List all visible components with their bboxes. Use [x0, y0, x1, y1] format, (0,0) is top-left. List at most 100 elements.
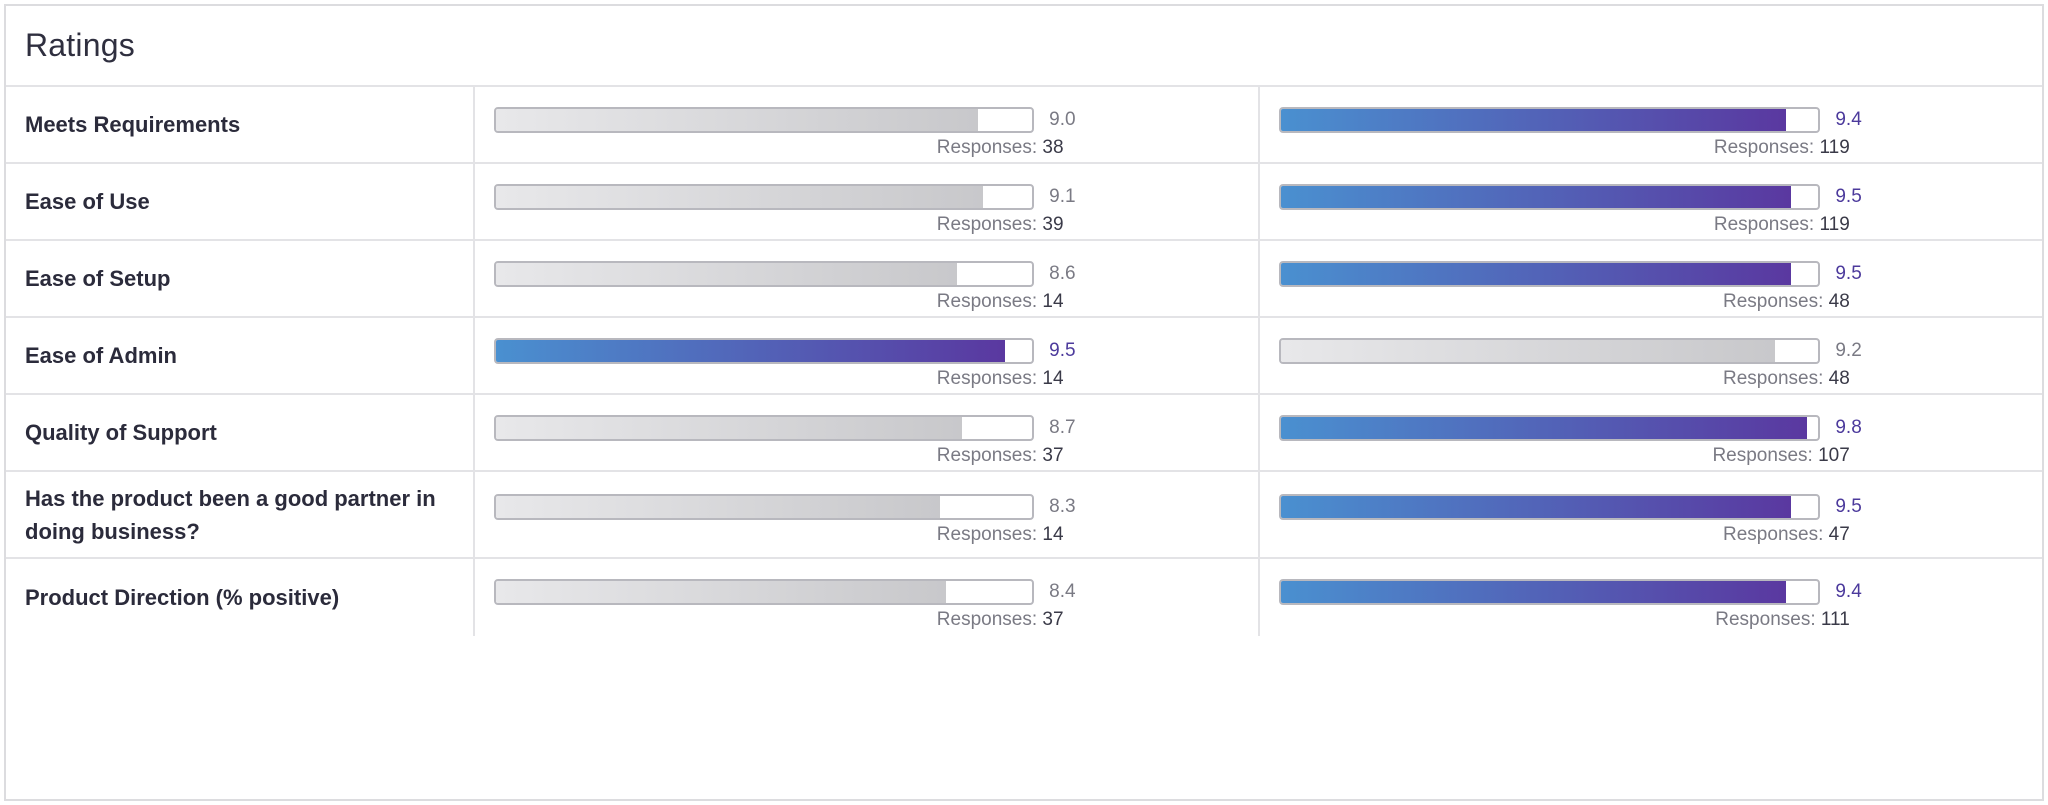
score-value: 9.4	[1835, 581, 1862, 602]
responses-label: Responses:	[936, 291, 1038, 312]
responses-count: Responses: 47	[1279, 522, 1850, 548]
score-bar-fill	[1280, 109, 1786, 131]
score-bar-fill	[495, 581, 946, 603]
score-bar-line: 9.5	[1278, 259, 2042, 289]
score-bar	[493, 184, 1034, 210]
score-bar-line: 8.6	[493, 259, 1258, 289]
product-b-cell: 9.5 Responses: 119	[1260, 164, 2042, 239]
score-bar-line: 9.0	[493, 105, 1258, 135]
product-a-cell: 8.3 Responses: 14	[475, 472, 1260, 557]
ratings-card: Ratings Meets Requirements 9.0 Responses: …	[4, 4, 2044, 801]
product-b-cell: 9.8 Responses: 107	[1260, 395, 2042, 470]
score-bar	[493, 415, 1034, 441]
responses-count: Responses: 14	[494, 289, 1064, 315]
score-bar	[1278, 415, 1820, 441]
responses-number: 48	[1828, 291, 1850, 312]
score-value: 9.5	[1835, 186, 1862, 207]
score-bar-line: 9.4	[1278, 577, 2042, 607]
score-bar	[1278, 338, 1820, 364]
score-value: 8.4	[1049, 581, 1076, 602]
responses-count: Responses: 14	[494, 366, 1064, 392]
product-b-cell: 9.5 Responses: 47	[1260, 472, 2042, 557]
score-value: 9.8	[1835, 417, 1862, 438]
score-bar-fill	[495, 496, 941, 518]
rating-row: Ease of Admin 9.5 Responses: 14 9.2 Response…	[6, 318, 2042, 395]
responses-count: Responses: 39	[494, 212, 1064, 238]
responses-count: Responses: 111	[1279, 607, 1850, 633]
responses-label: Responses:	[1712, 445, 1813, 466]
score-value: 9.2	[1835, 340, 1862, 361]
score-value: 8.7	[1049, 417, 1076, 438]
responses-label: Responses:	[936, 137, 1038, 158]
rating-category-label: Has the product been a good partner in d…	[6, 472, 475, 557]
score-bar	[1278, 494, 1820, 520]
responses-label: Responses:	[936, 609, 1038, 630]
responses-number: 119	[1819, 137, 1850, 158]
score-bar-line: 9.5	[1278, 492, 2042, 522]
product-b-cell: 9.4 Responses: 111	[1260, 559, 2042, 636]
score-bar	[493, 107, 1034, 133]
rating-category-label: Quality of Support	[6, 395, 475, 470]
responses-count: Responses: 119	[1279, 135, 1850, 161]
responses-number: 37	[1042, 609, 1064, 630]
product-a-cell: 8.4 Responses: 37	[475, 559, 1260, 636]
product-b-cell: 9.5 Responses: 48	[1260, 241, 2042, 316]
responses-count: Responses: 48	[1279, 289, 1850, 315]
responses-number: 14	[1042, 368, 1064, 389]
product-a-cell: 9.5 Responses: 14	[475, 318, 1260, 393]
ratings-table: Meets Requirements 9.0 Responses: 38 9.4 Res…	[6, 87, 2042, 636]
score-bar	[493, 579, 1034, 605]
responses-label: Responses:	[1713, 137, 1815, 158]
score-value: 9.4	[1835, 109, 1862, 130]
responses-number: 119	[1819, 214, 1850, 235]
score-value: 9.5	[1835, 496, 1862, 517]
score-bar-line: 9.8	[1278, 413, 2042, 443]
score-bar	[493, 338, 1034, 364]
responses-number: 107	[1818, 445, 1850, 466]
responses-number: 14	[1042, 291, 1064, 312]
score-bar	[493, 494, 1034, 520]
responses-number: 48	[1828, 368, 1850, 389]
responses-count: Responses: 119	[1279, 212, 1850, 238]
score-bar	[1278, 261, 1820, 287]
score-bar-line: 9.4	[1278, 105, 2042, 135]
responses-count: Responses: 38	[494, 135, 1064, 161]
page-title: Ratings	[25, 27, 135, 63]
rating-category-label: Ease of Admin	[6, 318, 475, 393]
score-bar-fill	[495, 263, 957, 285]
rating-row: Has the product been a good partner in d…	[6, 472, 2042, 559]
responses-label: Responses:	[1723, 291, 1824, 312]
responses-count: Responses: 37	[494, 607, 1064, 633]
score-bar-line: 9.5	[1278, 182, 2042, 212]
responses-number: 14	[1042, 524, 1064, 545]
product-b-cell: 9.2 Responses: 48	[1260, 318, 2042, 393]
score-bar-fill	[495, 417, 962, 439]
score-bar-line: 8.4	[493, 577, 1258, 607]
score-bar-fill	[495, 186, 984, 208]
responses-count: Responses: 14	[494, 522, 1064, 548]
score-value: 9.0	[1049, 109, 1076, 130]
score-value: 8.3	[1049, 496, 1076, 517]
score-bar-fill	[1280, 263, 1791, 285]
responses-label: Responses:	[1715, 609, 1816, 630]
score-bar-line: 9.5	[493, 336, 1258, 366]
rating-row: Product Direction (% positive) 8.4 Respons…	[6, 559, 2042, 636]
score-bar-fill	[495, 340, 1005, 362]
score-value: 8.6	[1049, 263, 1076, 284]
score-bar	[1278, 107, 1820, 133]
rating-category-label: Ease of Use	[6, 164, 475, 239]
score-bar	[1278, 184, 1820, 210]
score-value: 9.5	[1049, 340, 1076, 361]
responses-count: Responses: 48	[1279, 366, 1850, 392]
score-bar-fill	[1280, 581, 1786, 603]
rating-category-label: Meets Requirements	[6, 87, 475, 162]
product-a-cell: 8.7 Responses: 37	[475, 395, 1260, 470]
responses-number: 111	[1820, 609, 1850, 630]
product-a-cell: 9.1 Responses: 39	[475, 164, 1260, 239]
responses-label: Responses:	[1723, 368, 1824, 389]
score-bar-fill	[1280, 186, 1791, 208]
product-a-cell: 9.0 Responses: 38	[475, 87, 1260, 162]
responses-count: Responses: 37	[494, 443, 1064, 469]
score-bar-fill	[1280, 340, 1775, 362]
score-bar-line: 8.3	[493, 492, 1258, 522]
